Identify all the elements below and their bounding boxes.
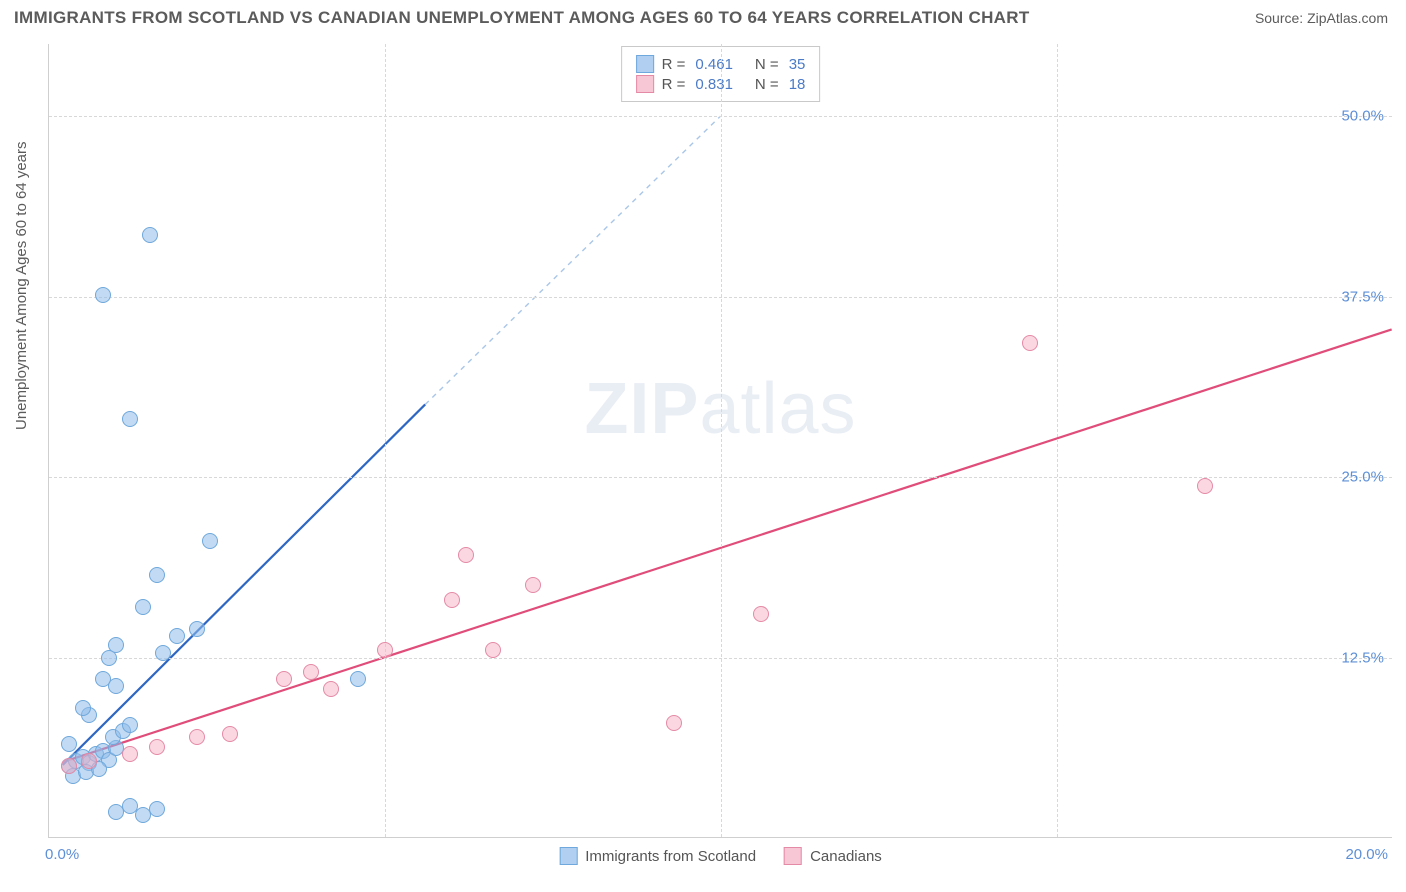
data-point bbox=[149, 567, 165, 583]
n-value-blue: 35 bbox=[789, 56, 806, 73]
gridline-v bbox=[1057, 44, 1058, 837]
data-point bbox=[753, 606, 769, 622]
gridline-v bbox=[721, 44, 722, 837]
swatch-pink-icon bbox=[784, 847, 802, 865]
data-point bbox=[142, 227, 158, 243]
swatch-blue-icon bbox=[636, 55, 654, 73]
data-point bbox=[458, 547, 474, 563]
y-tick-label: 25.0% bbox=[1341, 469, 1384, 486]
data-point bbox=[169, 628, 185, 644]
data-point bbox=[75, 700, 91, 716]
data-point bbox=[202, 533, 218, 549]
data-point bbox=[525, 577, 541, 593]
data-point bbox=[444, 592, 460, 608]
data-point bbox=[1197, 478, 1213, 494]
x-tick-max: 20.0% bbox=[1345, 846, 1388, 863]
data-point bbox=[108, 637, 124, 653]
source-label: Source: ZipAtlas.com bbox=[1255, 10, 1388, 26]
y-axis-label: Unemployment Among Ages 60 to 64 years bbox=[13, 141, 30, 430]
data-point bbox=[222, 726, 238, 742]
title-bar: IMMIGRANTS FROM SCOTLAND VS CANADIAN UNE… bbox=[0, 0, 1406, 36]
data-point bbox=[122, 411, 138, 427]
data-point bbox=[485, 642, 501, 658]
data-point bbox=[189, 621, 205, 637]
data-point bbox=[350, 671, 366, 687]
gridline-v bbox=[385, 44, 386, 837]
series-legend: Immigrants from Scotland Canadians bbox=[559, 847, 882, 865]
legend-label-blue: Immigrants from Scotland bbox=[585, 848, 756, 865]
data-point bbox=[377, 642, 393, 658]
legend-item-blue: Immigrants from Scotland bbox=[559, 847, 756, 865]
data-point bbox=[323, 681, 339, 697]
y-tick-label: 12.5% bbox=[1341, 649, 1384, 666]
chart-title: IMMIGRANTS FROM SCOTLAND VS CANADIAN UNE… bbox=[14, 8, 1030, 28]
data-point bbox=[155, 645, 171, 661]
data-point bbox=[81, 753, 97, 769]
data-point bbox=[95, 287, 111, 303]
legend-item-pink: Canadians bbox=[784, 847, 882, 865]
data-point bbox=[61, 758, 77, 774]
data-point bbox=[122, 746, 138, 762]
r-value-pink: 0.831 bbox=[695, 76, 733, 93]
data-point bbox=[276, 671, 292, 687]
plot-area: ZIPatlas R = 0.461 N = 35 R = 0.831 N = … bbox=[48, 44, 1392, 838]
data-point bbox=[189, 729, 205, 745]
n-value-pink: 18 bbox=[789, 76, 806, 93]
y-tick-label: 37.5% bbox=[1341, 288, 1384, 305]
data-point bbox=[303, 664, 319, 680]
data-point bbox=[61, 736, 77, 752]
data-point bbox=[149, 739, 165, 755]
data-point bbox=[108, 678, 124, 694]
legend-label-pink: Canadians bbox=[810, 848, 882, 865]
data-point bbox=[135, 599, 151, 615]
data-point bbox=[149, 801, 165, 817]
swatch-blue-icon bbox=[559, 847, 577, 865]
y-tick-label: 50.0% bbox=[1341, 108, 1384, 125]
data-point bbox=[122, 717, 138, 733]
swatch-pink-icon bbox=[636, 75, 654, 93]
r-value-blue: 0.461 bbox=[695, 56, 733, 73]
data-point bbox=[1022, 335, 1038, 351]
data-point bbox=[666, 715, 682, 731]
x-tick-min: 0.0% bbox=[45, 846, 79, 863]
